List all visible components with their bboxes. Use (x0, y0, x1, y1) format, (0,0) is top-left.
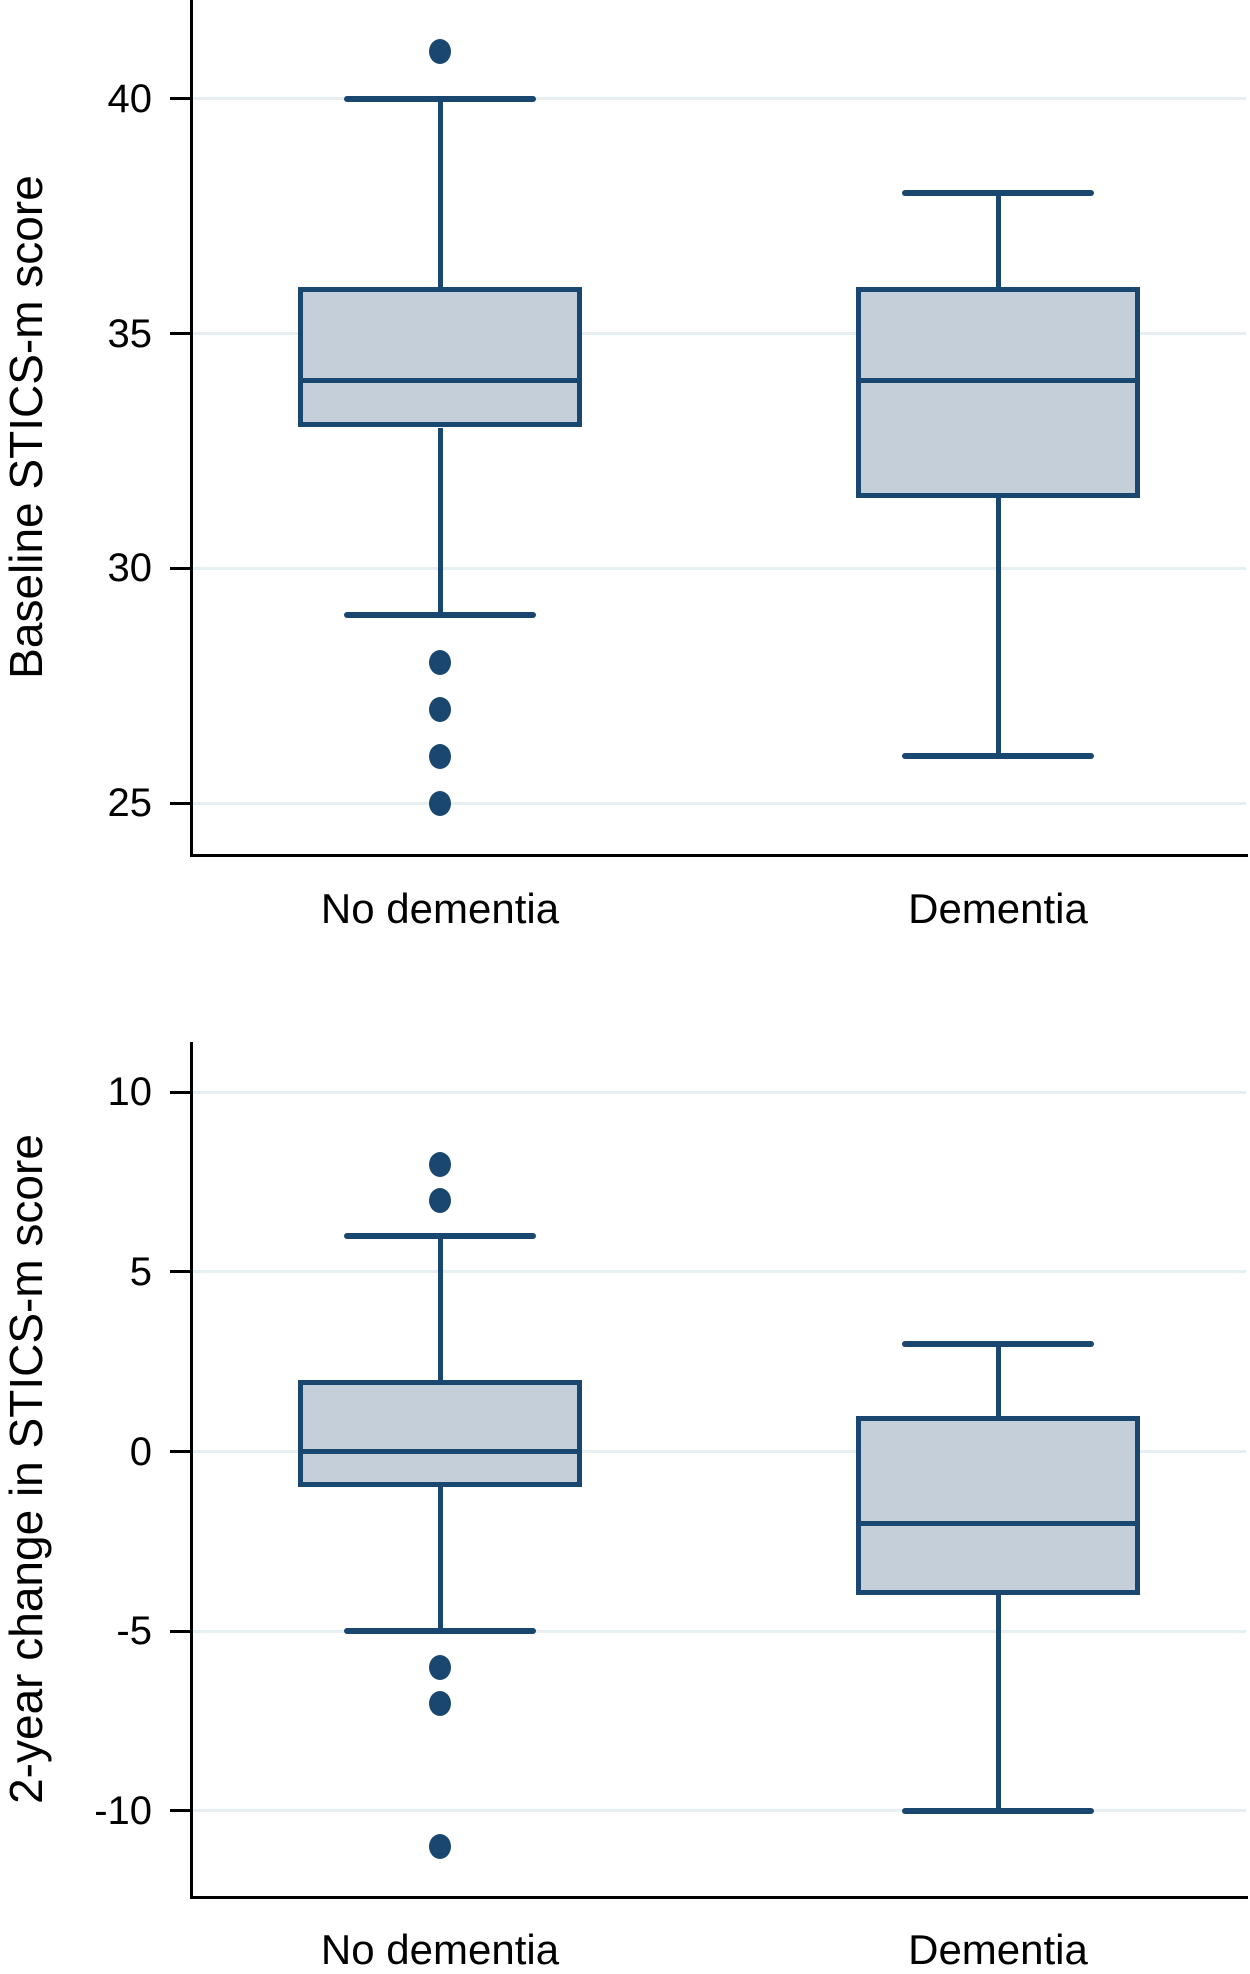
y-axis-line (190, 0, 193, 855)
gridline (192, 566, 1246, 570)
whisker-lower (995, 1595, 1001, 1811)
y-tick-label: 10 (107, 1070, 153, 1115)
whisker-cap-upper (344, 1232, 536, 1239)
gridline (192, 1270, 1246, 1274)
iqr-box (298, 286, 582, 428)
gridline (192, 1450, 1246, 1454)
x-axis-line (190, 1896, 1248, 1899)
y-tick (170, 566, 192, 570)
whisker-cap-lower (902, 1807, 1094, 1814)
whisker-cap-upper (902, 1340, 1094, 1347)
y-tick-label: 30 (107, 546, 153, 591)
y-tick-label: 5 (129, 1249, 152, 1294)
gridline (192, 332, 1246, 336)
gridline (192, 97, 1246, 101)
gridline (192, 1809, 1246, 1813)
y-tick-label: 40 (107, 76, 153, 121)
whisker-upper (995, 1343, 1001, 1416)
y-axis-line (190, 1042, 193, 1897)
median-line (856, 1520, 1140, 1526)
outlier-dot (429, 1187, 451, 1213)
y-axis-title-baseline: Baseline STICS-m score (0, 175, 52, 679)
whisker-upper (995, 192, 1001, 287)
y-tick-label: 35 (107, 311, 153, 356)
whisker-cap-upper (902, 189, 1094, 196)
median-line (298, 1449, 582, 1455)
outlier-dot (429, 696, 451, 722)
whisker-cap-upper (344, 95, 536, 102)
x-category-label: No dementia (320, 885, 560, 932)
y-tick (170, 1090, 192, 1094)
y-tick-label: -5 (116, 1609, 152, 1654)
outlier-dot (429, 1834, 451, 1860)
y-tick (170, 801, 192, 805)
whisker-cap-lower (344, 1628, 536, 1635)
outlier-dot (429, 1151, 451, 1177)
whisker-cap-lower (902, 753, 1094, 760)
median-line (856, 378, 1140, 384)
gridline (192, 801, 1246, 805)
y-tick-label: 0 (129, 1429, 152, 1474)
y-tick (170, 332, 192, 336)
outlier-dot (429, 1690, 451, 1716)
outlier-dot (429, 743, 451, 769)
whisker-lower (995, 497, 1001, 757)
y-tick (170, 1450, 192, 1454)
whisker-upper (437, 98, 443, 287)
outlier-dot (429, 790, 451, 816)
outlier-dot (429, 1654, 451, 1680)
y-tick (170, 1809, 192, 1813)
y-tick-label: 25 (107, 781, 153, 826)
plot-area-baseline: 40 35 30 25 No dementia Dementia (108, 0, 1248, 932)
iqr-box (298, 1379, 582, 1488)
iqr-box (856, 286, 1140, 498)
gridline (192, 1090, 1246, 1094)
iqr-box (856, 1415, 1140, 1596)
whisker-upper (437, 1235, 443, 1380)
whisker-lower (437, 427, 443, 616)
y-tick (170, 1629, 192, 1633)
y-tick (170, 1270, 192, 1274)
x-axis-line (190, 854, 1248, 857)
whisker-lower (437, 1487, 443, 1632)
gridline (192, 1629, 1246, 1633)
median-line (298, 378, 582, 384)
whisker-cap-lower (344, 612, 536, 619)
y-tick (170, 97, 192, 101)
outlier-dot (429, 649, 451, 675)
y-tick-label: -10 (94, 1788, 152, 1833)
x-category-label: Dementia (908, 885, 1088, 932)
outlier-dot (429, 39, 451, 65)
x-category-label: Dementia (908, 1926, 1088, 1973)
x-category-label: No dementia (320, 1926, 560, 1973)
plot-area-change: 10 5 0 -5 -10 No dementia Dementia (94, 1042, 1248, 1973)
